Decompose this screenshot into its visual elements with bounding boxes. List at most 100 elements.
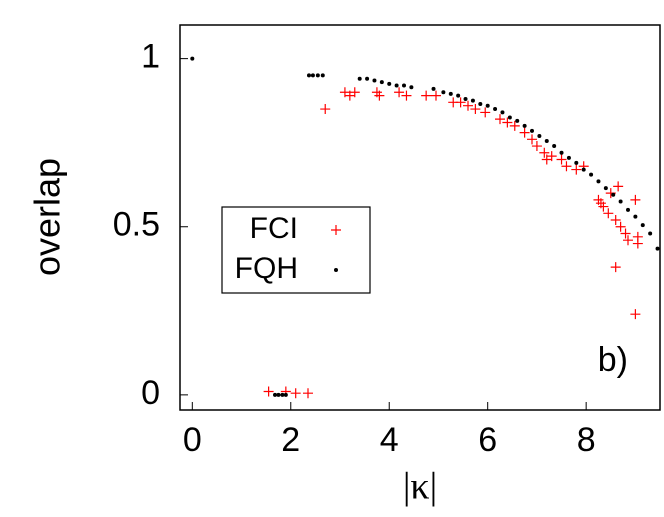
- x-tick-label: 2: [281, 421, 300, 459]
- dot-marker: [387, 81, 392, 86]
- plus-marker: [394, 87, 405, 98]
- dot-marker: [448, 91, 453, 96]
- dot-marker: [357, 76, 362, 81]
- plus-marker: [610, 262, 621, 273]
- dot-marker: [500, 110, 505, 115]
- dot-marker: [276, 392, 281, 397]
- plus-marker: [263, 386, 274, 397]
- dot-marker: [431, 86, 436, 91]
- dot-marker: [603, 186, 608, 191]
- dot-marker: [574, 160, 579, 165]
- plus-marker: [349, 87, 360, 98]
- dot-marker: [566, 155, 571, 160]
- dot-marker: [515, 118, 520, 123]
- dot-marker: [409, 85, 414, 90]
- plus-marker: [539, 147, 550, 158]
- dot-marker: [372, 78, 377, 83]
- legend-label: FCI: [250, 212, 298, 245]
- plus-marker: [610, 215, 621, 226]
- dot-marker: [633, 214, 638, 219]
- dot-marker: [537, 133, 542, 138]
- plus-marker: [331, 225, 341, 235]
- annotation: b): [598, 341, 628, 379]
- dot-marker: [581, 167, 586, 172]
- dot-marker: [626, 207, 630, 212]
- dot-marker: [273, 392, 278, 397]
- dot-marker: [310, 73, 315, 78]
- x-axis-label: |κ|: [403, 466, 437, 508]
- dot-marker: [334, 268, 338, 272]
- dot-marker: [559, 150, 564, 155]
- plus-marker: [546, 151, 557, 162]
- dot-marker: [640, 223, 645, 228]
- dot-marker: [618, 199, 623, 204]
- dot-marker: [402, 83, 406, 88]
- plus-marker: [509, 120, 520, 131]
- plus-marker: [620, 228, 631, 239]
- plus-marker: [561, 161, 572, 172]
- plot-frame: [179, 24, 661, 411]
- y-tick-label: 0: [141, 374, 160, 412]
- dot-marker: [320, 73, 325, 78]
- plus-marker: [374, 90, 385, 101]
- dot-marker: [441, 90, 446, 95]
- plus-marker: [630, 309, 641, 320]
- dot-marker: [648, 231, 653, 236]
- dot-marker: [478, 102, 483, 107]
- y-tick-label: 0.5: [113, 206, 160, 244]
- dot-marker: [507, 115, 512, 120]
- dot-marker: [485, 103, 490, 108]
- x-tick-label: 6: [478, 421, 497, 459]
- plus-marker: [502, 117, 513, 128]
- dot-marker: [379, 80, 384, 85]
- plus-marker: [480, 107, 491, 118]
- y-axis-label: overlap: [27, 158, 68, 276]
- y-tick-label: 1: [141, 38, 160, 76]
- plus-marker: [290, 388, 301, 399]
- dot-marker: [530, 128, 534, 133]
- plus-marker: [623, 235, 633, 246]
- plus-marker: [303, 388, 313, 399]
- plus-marker: [603, 208, 614, 219]
- dot-marker: [306, 73, 311, 78]
- plus-marker: [463, 100, 473, 111]
- plus-marker: [571, 164, 582, 175]
- x-tick-label: 0: [183, 421, 202, 459]
- plus-marker: [527, 134, 537, 145]
- plus-marker: [613, 181, 624, 192]
- plus-marker: [455, 97, 466, 108]
- plus-marker: [531, 141, 542, 152]
- plus-marker: [556, 154, 567, 165]
- dot-marker: [190, 56, 195, 61]
- dot-marker: [544, 139, 549, 144]
- plus-marker: [519, 127, 530, 138]
- plus-marker: [320, 104, 331, 115]
- dot-marker: [283, 392, 288, 397]
- plus-marker: [615, 221, 626, 232]
- plus-marker: [401, 90, 412, 101]
- dot-marker: [315, 73, 320, 78]
- dot-marker: [470, 98, 475, 103]
- dot-marker: [596, 179, 601, 184]
- plus-marker: [632, 238, 643, 249]
- dot-marker: [589, 172, 594, 177]
- x-tick-label: 4: [380, 421, 399, 459]
- dot-marker: [522, 123, 527, 128]
- dot-marker: [365, 76, 370, 81]
- plus-marker: [598, 201, 609, 212]
- dot-marker: [552, 144, 557, 149]
- dot-marker: [280, 392, 285, 397]
- dot-marker: [394, 83, 399, 88]
- legend-label: FQH: [235, 252, 298, 285]
- plus-marker: [495, 114, 505, 125]
- plus-marker: [421, 90, 432, 101]
- plus-marker: [470, 104, 481, 115]
- dot-marker: [655, 246, 660, 251]
- dot-marker: [456, 93, 461, 98]
- legend-box: [221, 206, 371, 294]
- plus-marker: [630, 194, 641, 205]
- plus-marker: [431, 90, 441, 101]
- dot-marker: [463, 96, 468, 101]
